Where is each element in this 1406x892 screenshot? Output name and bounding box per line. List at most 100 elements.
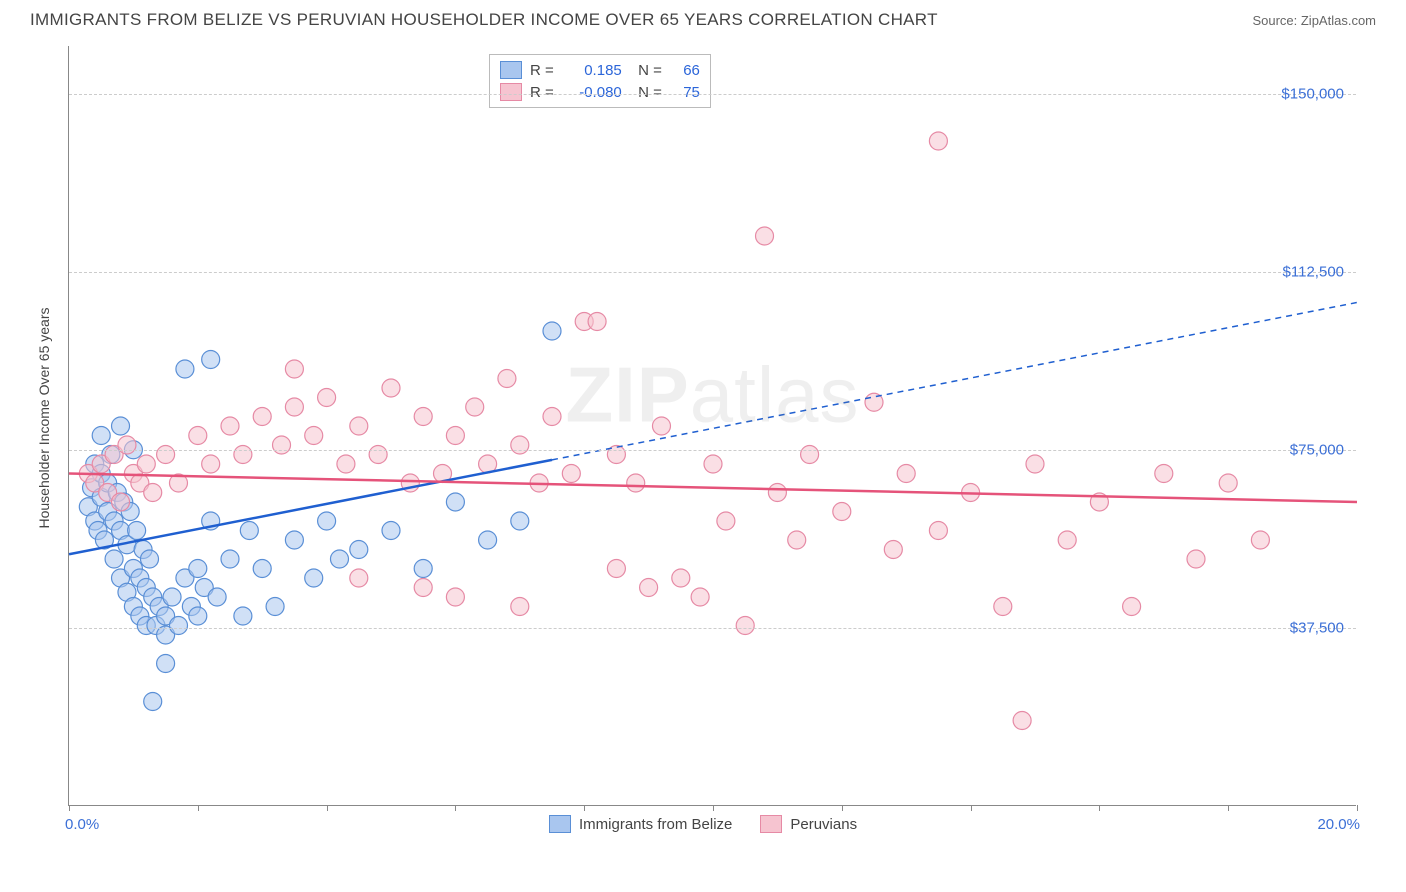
data-point bbox=[176, 360, 194, 378]
data-point bbox=[562, 465, 580, 483]
data-point bbox=[285, 398, 303, 416]
data-point bbox=[691, 588, 709, 606]
y-axis-label: Householder Income Over 65 years bbox=[36, 308, 52, 529]
legend-row-belize: R = 0.185 N = 66 bbox=[500, 59, 700, 81]
y-tick-label: $112,500 bbox=[1283, 263, 1344, 280]
gridline-h bbox=[69, 272, 1356, 273]
data-point bbox=[202, 351, 220, 369]
data-point bbox=[1058, 531, 1076, 549]
data-point bbox=[717, 512, 735, 530]
x-tick bbox=[455, 805, 456, 811]
data-point bbox=[1013, 712, 1031, 730]
x-tick bbox=[584, 805, 585, 811]
series-legend: Immigrants from Belize Peruvians bbox=[549, 815, 857, 833]
legend-item-belize: Immigrants from Belize bbox=[549, 815, 732, 833]
data-point bbox=[234, 607, 252, 625]
gridline-h bbox=[69, 94, 1356, 95]
data-point bbox=[253, 560, 271, 578]
data-point bbox=[929, 132, 947, 150]
data-point bbox=[414, 560, 432, 578]
swatch-peruvians bbox=[500, 83, 522, 101]
data-point bbox=[640, 579, 658, 597]
data-point bbox=[128, 522, 146, 540]
data-point bbox=[672, 569, 690, 587]
data-point bbox=[141, 550, 159, 568]
data-point bbox=[801, 446, 819, 464]
x-tick bbox=[1228, 805, 1229, 811]
legend-item-peruvians: Peruvians bbox=[760, 815, 857, 833]
data-point bbox=[163, 588, 181, 606]
data-point bbox=[833, 503, 851, 521]
n-value-peruvians: 75 bbox=[670, 84, 700, 101]
data-point bbox=[511, 512, 529, 530]
data-point bbox=[350, 417, 368, 435]
correlation-legend: R = 0.185 N = 66 R = -0.080 N = 75 bbox=[489, 54, 711, 108]
data-point bbox=[112, 493, 130, 511]
x-min-label: 0.0% bbox=[65, 816, 99, 833]
data-point bbox=[221, 417, 239, 435]
data-point bbox=[266, 598, 284, 616]
data-point bbox=[118, 436, 136, 454]
data-point bbox=[157, 655, 175, 673]
data-point bbox=[337, 455, 355, 473]
data-point bbox=[253, 408, 271, 426]
data-point bbox=[588, 313, 606, 331]
data-point bbox=[446, 427, 464, 445]
data-point bbox=[350, 569, 368, 587]
x-tick bbox=[1099, 805, 1100, 811]
legend-label-belize: Immigrants from Belize bbox=[579, 816, 732, 833]
data-point bbox=[768, 484, 786, 502]
data-point bbox=[208, 588, 226, 606]
data-point bbox=[607, 560, 625, 578]
data-point bbox=[627, 474, 645, 492]
data-point bbox=[273, 436, 291, 454]
plot-area: ZIPatlas R = 0.185 N = 66 R = -0.080 N =… bbox=[68, 46, 1356, 806]
data-point bbox=[318, 512, 336, 530]
data-point bbox=[137, 455, 155, 473]
data-point bbox=[929, 522, 947, 540]
data-point bbox=[382, 379, 400, 397]
plot-svg bbox=[69, 46, 1357, 806]
data-point bbox=[369, 446, 387, 464]
x-tick bbox=[69, 805, 70, 811]
data-point bbox=[466, 398, 484, 416]
data-point bbox=[788, 531, 806, 549]
data-point bbox=[1155, 465, 1173, 483]
data-point bbox=[92, 427, 110, 445]
swatch-belize-bottom bbox=[549, 815, 571, 833]
data-point bbox=[318, 389, 336, 407]
data-point bbox=[414, 408, 432, 426]
data-point bbox=[189, 607, 207, 625]
x-max-label: 20.0% bbox=[1317, 816, 1360, 833]
data-point bbox=[112, 417, 130, 435]
data-point bbox=[1187, 550, 1205, 568]
data-point bbox=[105, 550, 123, 568]
data-point bbox=[1026, 455, 1044, 473]
n-value-belize: 66 bbox=[670, 62, 700, 79]
data-point bbox=[511, 598, 529, 616]
data-point bbox=[756, 227, 774, 245]
x-tick bbox=[713, 805, 714, 811]
data-point bbox=[446, 588, 464, 606]
data-point bbox=[543, 322, 561, 340]
swatch-belize bbox=[500, 61, 522, 79]
data-point bbox=[285, 531, 303, 549]
chart-title: IMMIGRANTS FROM BELIZE VS PERUVIAN HOUSE… bbox=[30, 10, 938, 30]
data-point bbox=[189, 560, 207, 578]
y-tick-label: $75,000 bbox=[1290, 441, 1344, 458]
data-point bbox=[234, 446, 252, 464]
swatch-peruvians-bottom bbox=[760, 815, 782, 833]
data-point bbox=[189, 427, 207, 445]
data-point bbox=[157, 446, 175, 464]
data-point bbox=[330, 550, 348, 568]
data-point bbox=[543, 408, 561, 426]
legend-row-peruvians: R = -0.080 N = 75 bbox=[500, 81, 700, 103]
data-point bbox=[202, 455, 220, 473]
data-point bbox=[221, 550, 239, 568]
data-point bbox=[1251, 531, 1269, 549]
data-point bbox=[382, 522, 400, 540]
data-point bbox=[305, 427, 323, 445]
data-point bbox=[884, 541, 902, 559]
data-point bbox=[285, 360, 303, 378]
chart-container: Householder Income Over 65 years ZIPatla… bbox=[30, 38, 1376, 828]
